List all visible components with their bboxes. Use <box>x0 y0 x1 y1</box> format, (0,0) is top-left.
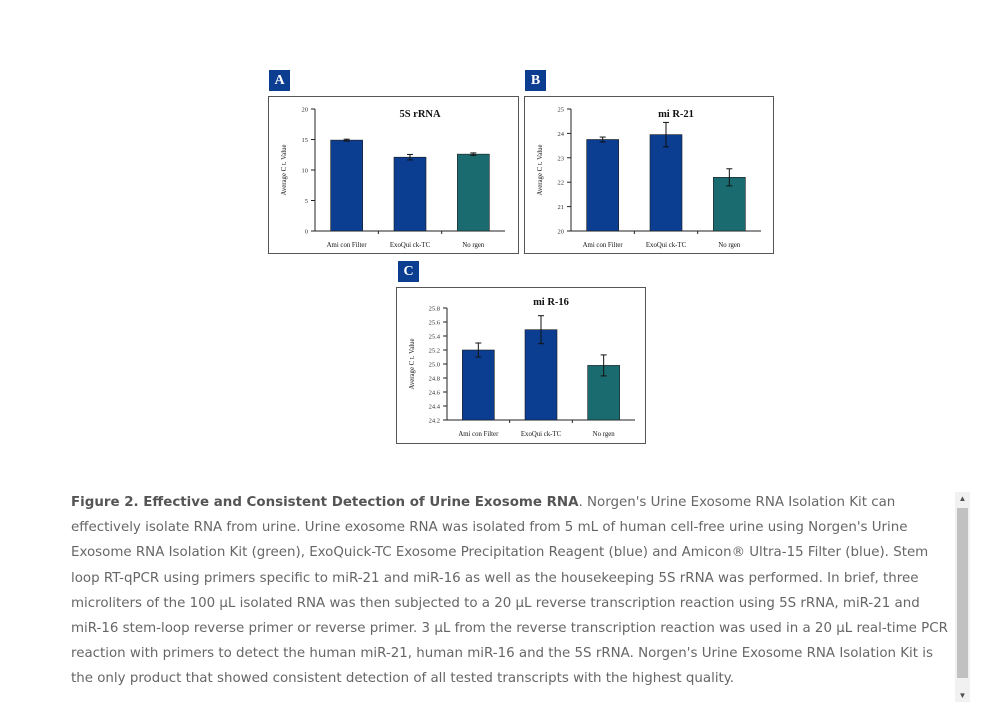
chart-5s-rrna-svg: 0 5 10 15 20 Ami con Filter ExoQui ck-TC No rge… <box>281 107 505 249</box>
chart-mir-21: 20 21 22 23 24 25 Ami con Filter ExoQui ck-TC No… <box>524 96 774 254</box>
y-tick-label: 24.8 <box>429 376 440 383</box>
y-tick-label: 22 <box>558 180 565 187</box>
x-tick-label: Ami con Filter <box>327 242 368 249</box>
chart-mir-16-svg: 24.2 24.4 24.6 24.8 25.0 25.2 25.4 25.6 25.8 Ami … <box>409 297 635 438</box>
x-tick-label: No rgen <box>462 242 485 249</box>
y-tick-label: 25.2 <box>429 348 440 355</box>
panel-label-c: C <box>398 261 419 282</box>
y-tick-label: 25.8 <box>429 306 440 313</box>
chart-mir-21-svg: 20 21 22 23 24 25 Ami con Filter ExoQui ck-TC No… <box>537 107 761 249</box>
y-tick-label: 24.2 <box>429 418 440 425</box>
bar <box>713 177 746 232</box>
chart-mir-16: 24.2 24.4 24.6 24.8 25.0 25.2 25.4 25.6 25.8 Ami … <box>396 287 646 444</box>
x-tick-label: No rgen <box>593 431 616 438</box>
y-tick-label: 25 <box>558 107 565 114</box>
y-tick-label: 24 <box>558 131 565 138</box>
chart-title: mi R-16 <box>533 297 569 308</box>
y-tick-label: 0 <box>305 229 308 236</box>
bar <box>649 134 683 232</box>
bar <box>586 139 619 232</box>
bar <box>524 329 558 421</box>
y-tick-label: 20 <box>302 107 309 114</box>
y-tick-label: 24.4 <box>429 404 441 411</box>
y-tick-label: 5 <box>305 198 308 205</box>
y-axis-label: Average C t. Value <box>281 144 288 195</box>
y-axis-label: Average C t. Value <box>409 338 416 389</box>
x-tick-label: No rgen <box>718 242 741 249</box>
y-tick-label: 23 <box>558 155 565 162</box>
panel-label-a: A <box>269 70 290 91</box>
x-tick-label: ExoQui ck-TC <box>646 242 687 249</box>
y-tick-label: 20 <box>558 229 565 236</box>
chart-title: 5S rRNA <box>399 109 441 120</box>
y-axis-label: Average C t. Value <box>537 144 544 195</box>
y-tick-label: 25.4 <box>429 334 441 341</box>
chart-title: mi R-21 <box>658 109 694 120</box>
bar <box>330 139 363 232</box>
y-tick-label: 10 <box>302 168 309 175</box>
chart-5s-rrna: 0 5 10 15 20 Ami con Filter ExoQui ck-TC No rge… <box>268 96 519 254</box>
bar <box>393 156 427 232</box>
panel-label-b: B <box>525 70 546 91</box>
bar <box>462 349 495 421</box>
x-tick-label: ExoQui ck-TC <box>521 431 562 438</box>
down-arrow-icon[interactable]: ▼ <box>958 691 967 700</box>
y-tick-label: 24.6 <box>429 390 441 397</box>
y-tick-label: 25.0 <box>429 362 440 369</box>
x-tick-label: ExoQui ck-TC <box>390 242 431 249</box>
caption-scrollbar[interactable]: ▲ ▼ <box>955 492 970 702</box>
figure-caption: Figure 2. Effective and Consistent Detec… <box>71 490 951 692</box>
y-tick-label: 15 <box>302 137 309 144</box>
x-tick-label: Ami con Filter <box>458 431 499 438</box>
y-tick-label: 25.6 <box>429 320 441 327</box>
x-tick-label: Ami con Filter <box>583 242 624 249</box>
y-tick-label: 21 <box>558 204 565 211</box>
figure-caption-title: Figure 2. Effective and Consistent Detec… <box>71 495 579 510</box>
up-arrow-icon[interactable]: ▲ <box>958 494 967 503</box>
scrollbar-thumb[interactable] <box>957 508 968 678</box>
figure-caption-body: . Norgen's Urine Exosome RNA Isolation K… <box>71 495 948 687</box>
bar <box>457 153 490 232</box>
